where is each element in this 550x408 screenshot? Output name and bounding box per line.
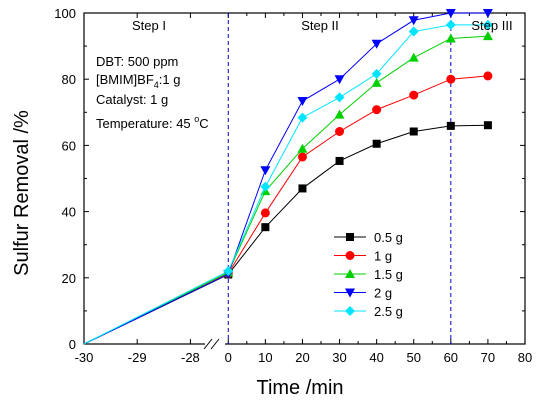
- data-point-series-2: [445, 33, 456, 43]
- legend-marker-0: [346, 233, 354, 241]
- data-point-series-1: [260, 208, 270, 218]
- data-point-series-3: [297, 97, 308, 107]
- x-tick-label: -30: [75, 350, 94, 365]
- y-tick-label: 100: [54, 6, 76, 21]
- data-point-series-1: [483, 71, 493, 81]
- ionic-liquid-subscript: 4: [154, 80, 159, 90]
- data-point-series-1: [335, 126, 345, 136]
- y-tick-label: 0: [69, 337, 76, 352]
- data-point-series-0: [483, 121, 492, 130]
- legend-label-3: 2 g: [374, 286, 392, 301]
- x-tick-label: 40: [369, 350, 383, 365]
- data-point-series-2: [482, 31, 493, 41]
- temperature-degree: o: [194, 114, 199, 124]
- data-point-series-3: [371, 39, 382, 49]
- axis-break-mark: [203, 338, 213, 350]
- legend-label-0: 0.5 g: [374, 230, 403, 245]
- plot-area: 0 20 40 60 80 100 -30 -29 -28 0 10 20 30 40 50 60 70 80: [54, 6, 532, 365]
- data-point-series-0: [261, 223, 270, 232]
- ionic-liquid-amount: :1 g: [159, 72, 181, 87]
- legend-label-2: 1.5 g: [374, 267, 403, 282]
- condition-dbt: DBT: 500 ppm: [96, 54, 178, 69]
- x-tick-label: -29: [128, 350, 147, 365]
- legend-label-1: 1 g: [374, 249, 392, 264]
- y-axis-title: Sulfur Removal /%: [11, 110, 33, 276]
- y-tick-label: 60: [62, 138, 76, 153]
- x-tick-label: 30: [332, 350, 346, 365]
- temperature-value: Temperature: 45: [96, 116, 194, 131]
- data-point-series-4: [482, 19, 493, 30]
- data-point-series-2: [334, 109, 345, 119]
- x-tick-label: 10: [258, 350, 272, 365]
- x-tick-label: 20: [295, 350, 309, 365]
- data-point-series-0: [372, 139, 381, 148]
- step-1-label: Step I: [132, 18, 166, 33]
- data-point-series-2: [408, 52, 419, 62]
- series-line-0: [83, 124, 488, 345]
- data-point-series-1: [297, 152, 307, 162]
- legend-marker-3: [345, 288, 355, 298]
- temperature-unit: C: [199, 116, 208, 131]
- data-point-series-1: [409, 90, 419, 100]
- data-point-series-4: [408, 26, 419, 37]
- condition-catalyst: Catalyst: 1 g: [96, 92, 168, 107]
- data-point-series-0: [409, 127, 418, 136]
- y-tick-label: 80: [62, 72, 76, 87]
- condition-ionic-liquid: [BMIM]BF4:1 g: [96, 72, 180, 90]
- data-point-series-3: [408, 16, 419, 26]
- step-2-label: Step II: [301, 18, 339, 33]
- data-point-series-4: [260, 181, 271, 192]
- data-point-series-3: [260, 166, 271, 176]
- data-point-series-0: [335, 156, 344, 165]
- legend-marker-1: [345, 251, 355, 260]
- axis-break-mark: [210, 338, 220, 350]
- x-tick-label: 0: [225, 350, 232, 365]
- conditions-annotation: DBT: 500 ppm [BMIM]BF4:1 g Catalyst: 1 g…: [96, 54, 209, 131]
- data-point-series-3: [482, 9, 493, 18]
- legend: 0.5 g 1 g 1.5 g 2 g 2.5 g: [334, 230, 403, 319]
- data-point-series-3: [334, 75, 345, 85]
- ionic-liquid-name: [BMIM]BF: [96, 72, 154, 87]
- data-point-series-4: [445, 19, 456, 30]
- step-3-label: Step III: [471, 18, 512, 33]
- legend-label-4: 2.5 g: [374, 304, 403, 319]
- data-point-series-2: [297, 143, 308, 153]
- data-point-series-4: [334, 92, 345, 103]
- data-point-series-2: [371, 77, 382, 87]
- x-tick-label: 70: [481, 350, 495, 365]
- data-point-series-4: [297, 112, 308, 123]
- legend-marker-2: [345, 269, 355, 278]
- data-point-series-4: [371, 68, 382, 79]
- legend-marker-4: [345, 306, 355, 316]
- data-point-series-0: [298, 184, 307, 193]
- x-tick-label: 50: [406, 350, 420, 365]
- x-axis-title: Time /min: [256, 377, 343, 399]
- data-point-series-0: [446, 121, 455, 130]
- condition-temperature: Temperature: 45 oC: [96, 114, 209, 131]
- x-tick-label: 60: [444, 350, 458, 365]
- data-point-series-1: [372, 105, 382, 115]
- data-point-series-3: [445, 9, 456, 18]
- data-point-series-4: [223, 266, 234, 277]
- y-tick-label: 20: [62, 271, 76, 286]
- x-tick-label: 80: [518, 350, 532, 365]
- y-tick-label: 40: [62, 205, 76, 220]
- data-point-series-1: [446, 74, 456, 84]
- x-tick-label: -28: [181, 350, 200, 365]
